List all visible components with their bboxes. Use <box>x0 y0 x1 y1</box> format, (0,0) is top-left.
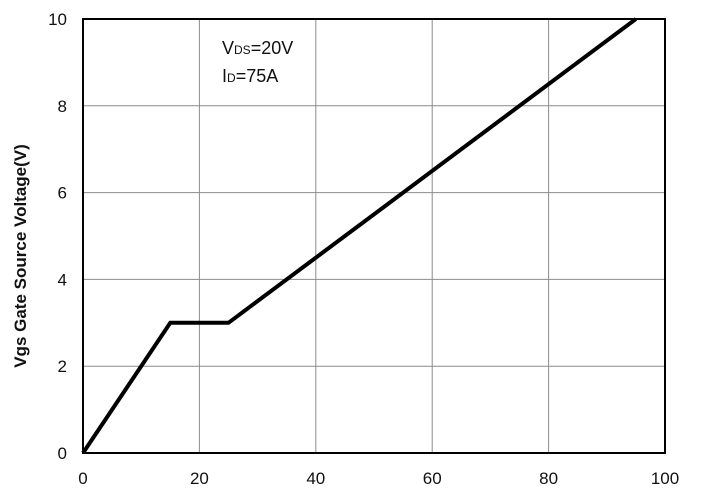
annotation-value: =75A <box>236 66 279 86</box>
x-tick-labels: 0 20 40 60 80 100 <box>78 469 679 488</box>
y-tick-label: 4 <box>58 270 67 289</box>
series-line-0 <box>81 17 638 455</box>
y-tick-label: 6 <box>58 184 67 203</box>
x-tick-label: 60 <box>423 469 442 488</box>
annotations: VDS=20V ID=75A <box>222 38 293 86</box>
y-tick-label: 10 <box>48 10 67 29</box>
y-tick-label: 0 <box>58 444 67 463</box>
annotation-main: V <box>222 38 234 58</box>
y-tick-labels: 0 2 4 6 8 10 <box>48 10 67 463</box>
annotation-0: VDS=20V <box>222 38 293 58</box>
x-tick-label: 80 <box>539 469 558 488</box>
annotation-subscript: D <box>227 71 236 85</box>
annotation-value: =20V <box>251 38 294 58</box>
grid <box>83 19 665 453</box>
series-layer <box>81 17 638 455</box>
x-tick-label: 0 <box>78 469 87 488</box>
annotation-subscript: DS <box>234 43 251 57</box>
y-axis-label: Vgs Gate Source Voltage(V) <box>11 144 30 368</box>
x-tick-label: 20 <box>190 469 209 488</box>
plot-frame <box>82 18 666 454</box>
annotation-main: I <box>222 66 227 86</box>
y-tick-label: 8 <box>58 97 67 116</box>
y-tick-label: 2 <box>58 357 67 376</box>
annotation-1: ID=75A <box>222 66 278 86</box>
x-tick-label: 40 <box>306 469 325 488</box>
x-tick-label: 100 <box>651 469 679 488</box>
